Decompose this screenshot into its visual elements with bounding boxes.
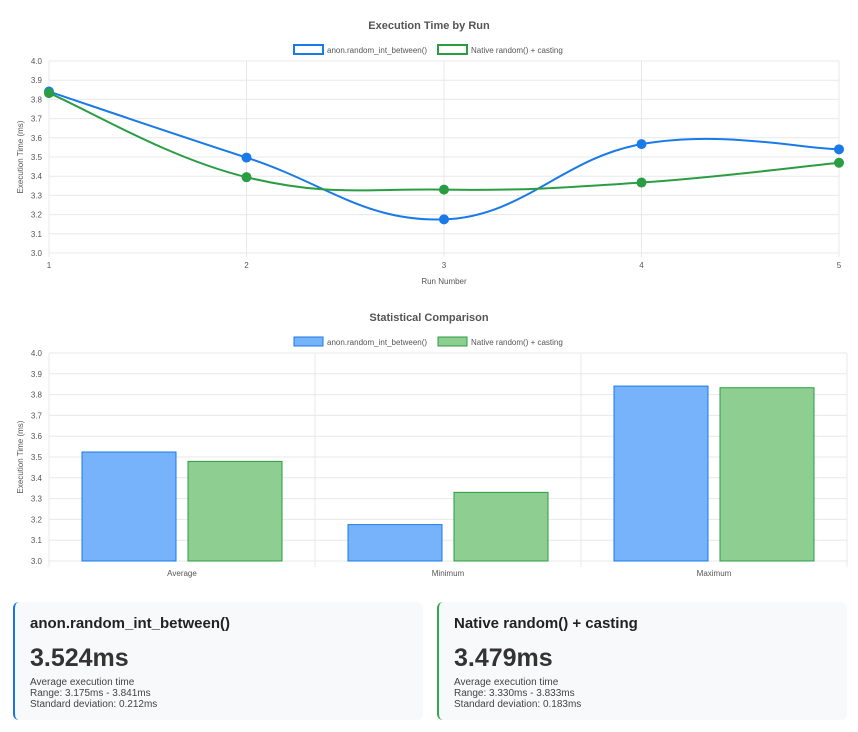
data-point: [44, 88, 54, 99]
card-title: Native random() + casting: [454, 615, 638, 632]
line-chart: Execution Time by Run anon.random_int_bet…: [16, 20, 844, 286]
card-average-value: 3.479ms: [454, 644, 553, 672]
x-tick-label: 2: [244, 261, 249, 270]
legend-swatch: [437, 44, 468, 55]
y-tick-label: 3.9: [31, 76, 43, 85]
y-tick-label: 3.8: [31, 95, 43, 104]
bar: [347, 524, 443, 562]
card-average-value: 3.524ms: [30, 644, 129, 672]
data-point: [636, 177, 647, 188]
y-tick-label: 3.3: [31, 495, 43, 504]
summary-card-native: Native random() + casting 3.479ms Averag…: [437, 602, 847, 720]
legend-label: anon.random_int_between(): [327, 338, 427, 347]
data-point: [439, 214, 449, 225]
y-tick-label: 3.6: [31, 134, 43, 143]
y-tick-label: 3.7: [31, 115, 43, 124]
y-tick-label: 3.6: [31, 432, 43, 441]
y-tick-label: 4.0: [31, 349, 43, 358]
y-tick-label: 3.1: [31, 230, 43, 239]
x-tick-label: 1: [47, 261, 52, 270]
y-tick-label: 3.1: [31, 536, 43, 545]
x-axis-title: Run Number: [421, 277, 467, 286]
bar: [719, 387, 815, 562]
y-tick-label: 3.3: [31, 191, 43, 200]
x-tick-label: 3: [442, 261, 447, 270]
card-title: anon.random_int_between(): [30, 615, 231, 632]
chart-title: Execution Time by Run: [368, 20, 490, 32]
data-point: [241, 152, 252, 163]
legend-swatch: [437, 336, 468, 347]
y-axis-title: Execution Time (ms): [16, 120, 25, 193]
data-point: [834, 144, 844, 155]
summary-card-anon: anon.random_int_between() 3.524ms Averag…: [13, 602, 423, 720]
card-range: Range: 3.175ms - 3.841ms: [30, 688, 151, 699]
x-tick-label: 5: [837, 261, 842, 270]
card-stddev: Standard deviation: 0.183ms: [454, 699, 582, 710]
legend-label: Native random() + casting: [471, 338, 563, 347]
data-point: [636, 139, 647, 150]
y-tick-label: 3.4: [31, 172, 43, 181]
y-tick-label: 3.2: [31, 515, 43, 524]
y-tick-label: 3.4: [31, 474, 43, 483]
bar: [187, 460, 283, 562]
x-tick-label: Maximum: [697, 569, 732, 578]
y-tick-label: 3.0: [31, 557, 43, 566]
y-tick-label: 3.5: [31, 453, 43, 462]
chart-title: Statistical Comparison: [369, 312, 488, 324]
x-tick-label: Minimum: [432, 569, 465, 578]
card-caption: Average execution time: [454, 677, 559, 688]
bar-chart: Statistical Comparison anon.random_int_be…: [16, 312, 848, 578]
y-tick-label: 3.7: [31, 411, 43, 420]
y-tick-label: 4.0: [31, 57, 43, 66]
bar: [453, 491, 549, 562]
data-point: [241, 172, 252, 183]
card-stddev: Standard deviation: 0.212ms: [30, 699, 158, 710]
data-point: [834, 157, 844, 168]
y-tick-label: 3.5: [31, 153, 43, 162]
y-tick-label: 3.9: [31, 370, 43, 379]
y-tick-label: 3.8: [31, 391, 43, 400]
y-tick-label: 3.0: [31, 249, 43, 258]
legend-swatch: [293, 44, 324, 55]
bar: [81, 451, 177, 562]
y-axis-title: Execution Time (ms): [16, 420, 25, 493]
x-tick-label: Average: [167, 569, 197, 578]
x-tick-label: 4: [639, 261, 644, 270]
legend-label: anon.random_int_between(): [327, 46, 427, 55]
card-range: Range: 3.330ms - 3.833ms: [454, 688, 575, 699]
bar: [613, 385, 709, 562]
card-caption: Average execution time: [30, 677, 135, 688]
data-point: [439, 184, 449, 195]
legend-label: Native random() + casting: [471, 46, 563, 55]
y-tick-label: 3.2: [31, 211, 43, 220]
legend-swatch: [293, 336, 324, 347]
